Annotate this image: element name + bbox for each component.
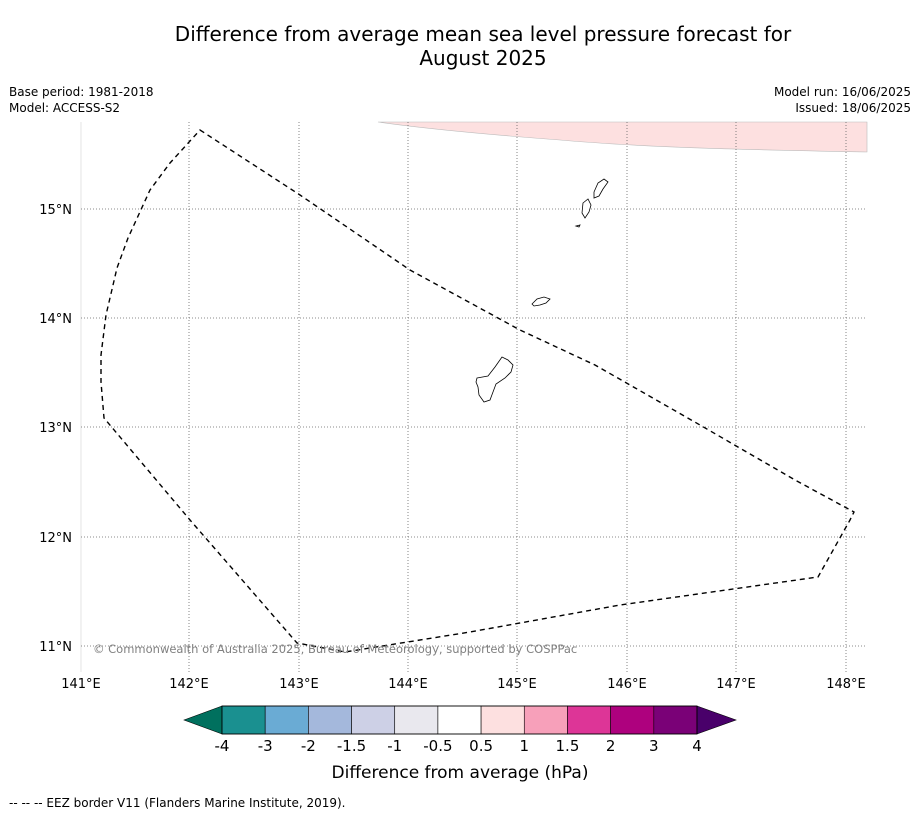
colorbar-tick-label: 3 [649, 737, 659, 755]
colorbar-tick-label: 1.5 [556, 737, 580, 755]
island-aguijan [574, 224, 581, 228]
map-panel: © Commonwealth of Australia 2025, Bureau… [39, 121, 868, 692]
eez-legend: -- -- -- EEZ border V11 (Flanders Marine… [9, 796, 346, 810]
colorbar-tick-label: 4 [692, 737, 702, 755]
eez-border [100, 129, 855, 653]
colorbar-tick-label: 0.5 [469, 737, 493, 755]
lat-tick-label: 11°N [39, 640, 72, 655]
lon-tick-label: 144°E [388, 677, 428, 692]
base-period: Base period: 1981-2018 [9, 85, 154, 99]
lat-tick-labels: 15°N 14°N 13°N 12°N 11°N [39, 203, 72, 655]
meta-left: Base period: 1981-2018 Model: ACCESS-S2 [9, 84, 154, 116]
colorbar-segment [653, 705, 698, 735]
island-saipan [593, 178, 609, 199]
colorbar-label: Difference from average (hPa) [332, 763, 589, 783]
colorbar-tick-labels: -4 -3 -2 -1.5 -1 -0.5 0.5 1 1.5 2 3 4 [215, 737, 702, 755]
colorbar-tick-label: -3 [258, 737, 273, 755]
colorbar-segment [610, 705, 655, 735]
colorbar: -4 -3 -2 -1.5 -1 -0.5 0.5 1 1.5 2 3 4 Difference fr… [183, 705, 737, 783]
lon-tick-label: 145°E [497, 677, 537, 692]
lon-tick-label: 146°E [607, 677, 647, 692]
islands [475, 178, 609, 403]
island-guam [475, 356, 514, 403]
colorbar-outline [221, 705, 698, 735]
colorbar-over-triangle [696, 705, 737, 735]
colorbar-segment [567, 705, 611, 735]
colorbar-segment [437, 705, 482, 735]
colorbar-tick-label: -4 [215, 737, 230, 755]
colorbar-tick-label: 1 [519, 737, 529, 755]
lon-tick-label: 147°E [716, 677, 756, 692]
gridlines [80, 122, 867, 672]
colorbar-tick-label: 2 [606, 737, 616, 755]
colorbar-segment [394, 705, 439, 735]
lon-tick-label: 148°E [826, 677, 866, 692]
map-title-line-2: August 2025 [419, 46, 547, 70]
colorbar-segment [221, 705, 266, 735]
map-title-line-1: Difference from average mean sea level p… [174, 22, 792, 46]
lat-tick-label: 15°N [39, 203, 72, 218]
colorbar-segment [308, 705, 352, 735]
issued-date: Issued: 18/06/2025 [795, 101, 911, 115]
model-name: Model: ACCESS-S2 [9, 101, 121, 115]
colorbar-segment [480, 705, 525, 735]
model-run: Model run: 16/06/2025 [773, 85, 911, 99]
pressure-anomaly-region [377, 121, 868, 153]
colorbar-segment [351, 705, 396, 735]
lat-tick-label: 13°N [39, 421, 72, 436]
map-title: Difference from average mean sea level p… [60, 22, 906, 70]
lon-tick-label: 143°E [279, 677, 319, 692]
lat-tick-label: 14°N [39, 312, 72, 327]
colorbar-tick-label: -1 [387, 737, 402, 755]
colorbar-under-triangle [183, 705, 223, 735]
lon-tick-label: 142°E [169, 677, 209, 692]
colorbar-segments [221, 705, 698, 735]
colorbar-tick-label: -0.5 [423, 737, 452, 755]
island-rota [531, 296, 551, 307]
lon-tick-label: 141°E [61, 677, 101, 692]
colorbar-tick-label: -2 [301, 737, 316, 755]
lon-tick-labels: 141°E 142°E 143°E 144°E 145°E 146°E 147°… [61, 677, 866, 692]
copyright-notice: © Commonwealth of Australia 2025, Bureau… [93, 642, 577, 656]
colorbar-segment [264, 705, 309, 735]
colorbar-segment [523, 705, 568, 735]
colorbar-tick-label: -1.5 [337, 737, 366, 755]
lat-tick-label: 12°N [39, 531, 72, 546]
island-tinian [581, 198, 592, 219]
meta-right: Model run: 16/06/2025 Issued: 18/06/2025 [774, 84, 911, 116]
